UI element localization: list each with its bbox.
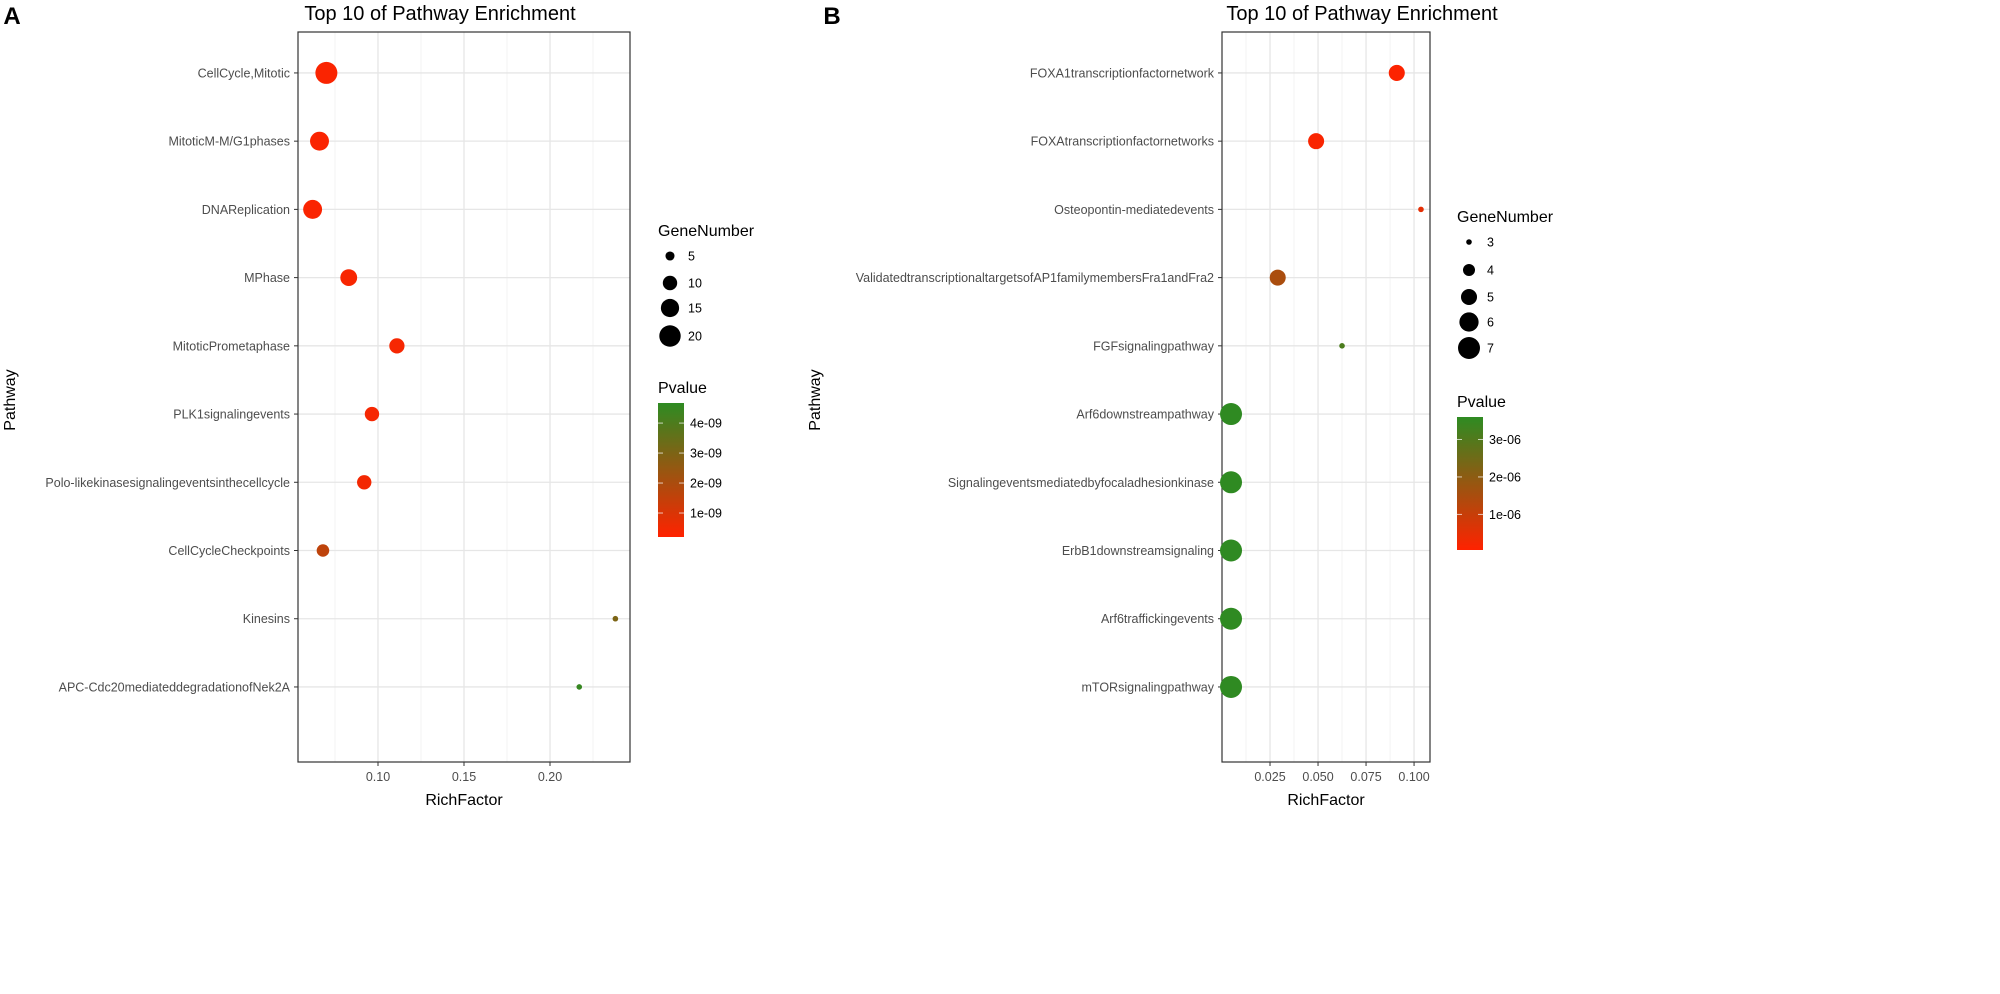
size-legend-label: 7 bbox=[1487, 342, 1494, 356]
size-legend-key bbox=[1460, 288, 1478, 306]
colorbar-label: 1e-06 bbox=[1489, 508, 1521, 522]
y-tick-label: MitoticM-M/G1phases bbox=[168, 135, 290, 149]
data-point bbox=[316, 544, 330, 557]
y-axis-title: Pathway bbox=[807, 369, 824, 430]
data-point bbox=[1220, 607, 1243, 630]
data-point bbox=[612, 615, 619, 622]
size-legend-label: 3 bbox=[1487, 236, 1494, 250]
size-legend-title: GeneNumber bbox=[1457, 209, 1554, 226]
y-tick-label: Signalingeventsmediatedbyfocaladhesionki… bbox=[948, 476, 1214, 490]
colorbar-label: 2e-09 bbox=[690, 477, 722, 491]
data-point bbox=[1220, 471, 1243, 494]
data-point bbox=[1418, 206, 1424, 213]
data-point bbox=[1269, 269, 1286, 286]
plot-panel-border bbox=[1221, 31, 1431, 763]
data-point bbox=[315, 61, 338, 84]
data-point bbox=[357, 475, 372, 490]
size-legend-key bbox=[660, 298, 680, 318]
y-tick-label: PLK1signalingevents bbox=[173, 408, 290, 422]
y-tick-label: FOXAtranscriptionfactornetworks bbox=[1031, 135, 1214, 149]
data-point bbox=[303, 199, 323, 219]
data-point bbox=[1308, 133, 1325, 150]
y-tick-label: Arf6downstreampathway bbox=[1076, 408, 1214, 422]
y-tick-label: CellCycleCheckpoints bbox=[168, 544, 290, 558]
size-legend-label: 4 bbox=[1487, 264, 1494, 278]
size-legend-key bbox=[1458, 337, 1480, 359]
data-point bbox=[1388, 64, 1405, 81]
x-tick-label: 0.20 bbox=[538, 770, 562, 784]
panel-label: A bbox=[3, 3, 20, 30]
y-tick-label: APC-Cdc20mediateddegradationofNek2A bbox=[59, 680, 291, 694]
colorbar-label: 3e-06 bbox=[1489, 433, 1521, 447]
size-legend-label: 6 bbox=[1487, 316, 1494, 330]
data-point bbox=[576, 684, 583, 690]
y-tick-label: mTORsignalingpathway bbox=[1082, 680, 1215, 694]
panel-b: B Top 10 of Pathway Enrichment FOXA1transc… bbox=[807, 3, 1554, 809]
size-legend-key bbox=[1462, 263, 1476, 277]
colorbar bbox=[1457, 417, 1483, 550]
y-tick-label: MitoticPrometaphase bbox=[173, 339, 290, 353]
chart-title: Top 10 of Pathway Enrichment bbox=[304, 3, 576, 25]
data-point bbox=[364, 406, 380, 422]
x-axis-title: RichFactor bbox=[1287, 792, 1365, 809]
size-legend-key bbox=[662, 275, 678, 291]
data-point bbox=[1220, 675, 1243, 698]
colorbar bbox=[658, 403, 684, 537]
size-legend-label: 15 bbox=[688, 302, 702, 316]
y-tick-label: DNAReplication bbox=[202, 203, 290, 217]
x-tick-label: 0.050 bbox=[1302, 770, 1333, 784]
colorbar-label: 2e-06 bbox=[1489, 470, 1521, 484]
data-point bbox=[1220, 403, 1243, 426]
x-tick-label: 0.025 bbox=[1254, 770, 1285, 784]
data-point bbox=[340, 269, 358, 287]
x-tick-label: 0.15 bbox=[452, 770, 476, 784]
size-legend-label: 20 bbox=[688, 330, 702, 344]
x-tick-label: 0.075 bbox=[1350, 770, 1381, 784]
colorbar-label: 4e-09 bbox=[690, 417, 722, 431]
colorbar-label: 1e-09 bbox=[690, 507, 722, 521]
y-tick-label: Arf6traffickingevents bbox=[1101, 612, 1214, 626]
data-point bbox=[310, 131, 329, 151]
y-tick-label: ErbB1downstreamsignaling bbox=[1062, 544, 1214, 558]
y-tick-label: Polo-likekinasesignalingeventsinthecellc… bbox=[45, 476, 290, 490]
x-tick-label: 0.10 bbox=[366, 770, 390, 784]
colorbar-label: 3e-09 bbox=[690, 447, 722, 461]
y-tick-label: ValidatedtranscriptionaltargetsofAP1fami… bbox=[856, 271, 1214, 285]
y-tick-label: MPhase bbox=[244, 271, 290, 285]
data-point bbox=[1220, 539, 1243, 562]
y-tick-label: FOXA1transcriptionfactornetwork bbox=[1030, 66, 1215, 80]
size-legend-key bbox=[1466, 239, 1472, 245]
panel-label: B bbox=[823, 3, 840, 30]
x-axis-title: RichFactor bbox=[425, 792, 503, 809]
y-tick-label: Kinesins bbox=[243, 612, 290, 626]
color-legend-title: Pvalue bbox=[658, 380, 707, 397]
color-legend-title: Pvalue bbox=[1457, 394, 1506, 411]
y-tick-label: FGFsignalingpathway bbox=[1093, 339, 1215, 353]
data-point bbox=[389, 338, 405, 354]
size-legend-title: GeneNumber bbox=[658, 223, 755, 240]
y-tick-label: Osteopontin-mediatedevents bbox=[1054, 203, 1214, 217]
size-legend-key bbox=[1459, 312, 1479, 332]
chart-title: Top 10 of Pathway Enrichment bbox=[1226, 3, 1498, 25]
size-legend-key bbox=[659, 325, 681, 347]
size-legend-key bbox=[665, 251, 675, 261]
panel-a: A Top 10 of Pathway Enrichment CellCycle,M… bbox=[2, 3, 755, 809]
size-legend-label: 5 bbox=[688, 250, 695, 264]
y-tick-label: CellCycle,Mitotic bbox=[198, 66, 290, 80]
size-legend-label: 5 bbox=[1487, 291, 1494, 305]
x-tick-label: 0.100 bbox=[1398, 770, 1429, 784]
y-axis-title: Pathway bbox=[2, 369, 19, 430]
data-point bbox=[1339, 343, 1345, 349]
size-legend-label: 10 bbox=[688, 277, 702, 291]
